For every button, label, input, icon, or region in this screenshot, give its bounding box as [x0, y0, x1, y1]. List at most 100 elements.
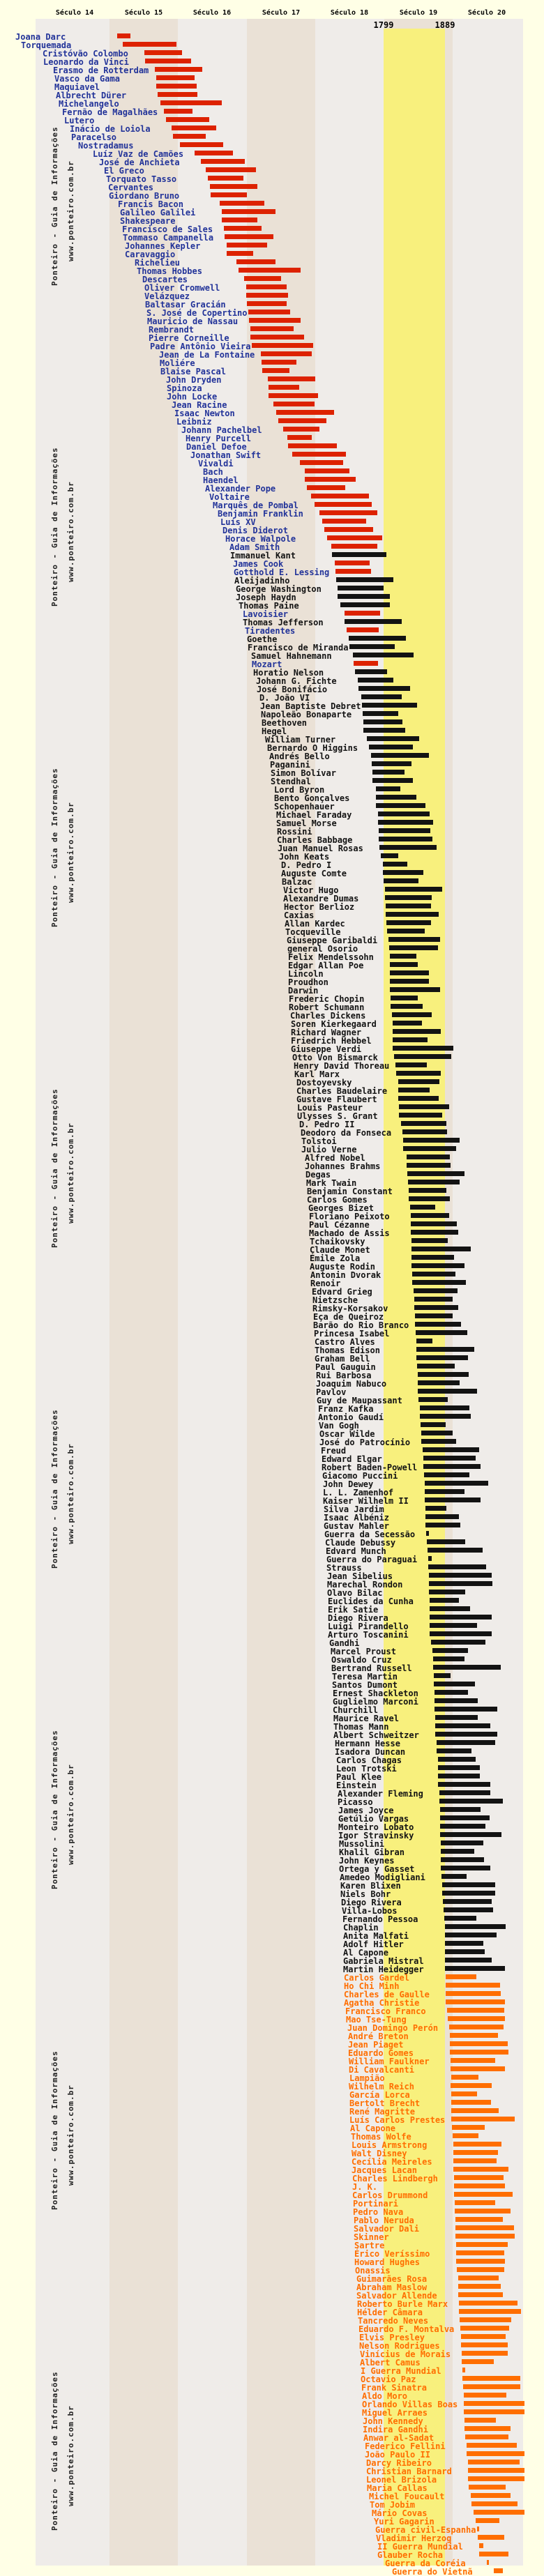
person-label[interactable]: Edgar Allan Poe [288, 961, 364, 970]
person-label[interactable]: Karen Blixen [340, 1881, 401, 1891]
person-label[interactable]: João Paulo II [365, 2450, 430, 2460]
person-label[interactable]: Benjamin Constant [307, 1187, 393, 1196]
person-label[interactable]: Igor Stravinsky [338, 1831, 414, 1840]
person-label[interactable]: Aleijadinho [234, 576, 290, 586]
person-label[interactable]: Adolf Hitler [343, 1939, 404, 1949]
person-label[interactable]: Villa-Lobos [342, 1906, 398, 1916]
person-label[interactable]: René Magritte [349, 2107, 415, 2117]
person-label[interactable]: Auguste Rodin [310, 1262, 375, 1272]
person-label[interactable]: Rui Barbosa [316, 1371, 372, 1380]
person-label[interactable]: Leonardo da Vinci [43, 57, 129, 67]
person-label[interactable]: Tom Jobim [370, 2500, 416, 2510]
person-label[interactable]: Al Capone [343, 1948, 389, 1958]
person-label[interactable]: Isaac Albéniz [324, 1513, 389, 1523]
person-label[interactable]: Octavio Paz [361, 2375, 416, 2384]
person-label[interactable]: general Osorio [287, 944, 358, 954]
person-label[interactable]: Leon Trotski [336, 1764, 397, 1774]
person-label[interactable]: Antonio Gaudí [318, 1412, 384, 1422]
person-label[interactable]: Eça de Queiroz [313, 1312, 384, 1322]
person-label[interactable]: Paganini [270, 760, 310, 770]
person-label[interactable]: Lutero [64, 116, 95, 125]
person-label[interactable]: Giuseppe Garibaldi [287, 936, 378, 945]
person-label[interactable]: Marquês de Pombal [213, 501, 299, 510]
person-label[interactable]: Hermann Hesse [335, 1739, 400, 1748]
person-label[interactable]: Paracelso [71, 132, 117, 142]
person-label[interactable]: Getúlio Vargas [338, 1814, 409, 1824]
person-label[interactable]: Jean Baptiste Debret [260, 701, 361, 711]
person-label[interactable]: Diego Rivera [328, 1613, 388, 1623]
person-label[interactable]: Paul Klee [336, 1772, 382, 1782]
person-label[interactable]: D. João VI [259, 693, 310, 703]
person-label[interactable]: Érico Veríssimo [354, 2249, 430, 2259]
person-label[interactable]: Francisco de Miranda [248, 643, 349, 653]
person-label[interactable]: Einstein [336, 1781, 377, 1790]
person-label[interactable]: André Breton [348, 2032, 409, 2041]
person-label[interactable]: Guy de Maupassant [317, 1396, 402, 1405]
person-label[interactable]: James Cook [233, 559, 284, 569]
person-label[interactable]: Proudhon [288, 977, 328, 987]
person-label[interactable]: Indira Gandhi [363, 2425, 428, 2434]
person-label[interactable]: Georges Bizet [308, 1203, 374, 1213]
person-label[interactable]: Vivaldi [198, 459, 234, 468]
person-label[interactable]: Louis Armstrong [352, 2140, 428, 2150]
person-label[interactable]: Michael Faraday [276, 810, 352, 820]
person-label[interactable]: Charles Babbage [277, 835, 353, 845]
person-label[interactable]: Portinari [353, 2199, 399, 2209]
person-label[interactable]: Giuseppe Verdi [291, 1044, 362, 1054]
person-label[interactable]: L. L. Zamenhof [323, 1488, 394, 1497]
person-label[interactable]: Velázquez [144, 291, 190, 301]
person-label[interactable]: Monteiro Lobato [338, 1822, 414, 1832]
person-label[interactable]: Lincoln [288, 969, 324, 979]
person-label[interactable]: George Washington [236, 584, 322, 594]
person-label[interactable]: Rimsky-Korsakov [312, 1304, 388, 1313]
person-label[interactable]: Kaiser Wilhelm II [323, 1496, 409, 1506]
person-label[interactable]: Bento Gonçalves [274, 793, 350, 803]
person-label[interactable]: Luís Carlos Prestes [349, 2115, 446, 2125]
person-label[interactable]: Silva Jardim [324, 1504, 384, 1514]
person-label[interactable]: Mussolini [339, 1839, 385, 1849]
person-label[interactable]: Cervantes [108, 183, 154, 192]
person-label[interactable]: Immanuel Kant [230, 551, 296, 561]
person-label[interactable]: Balzac [282, 877, 312, 887]
person-label[interactable]: Federico Fellini [365, 2441, 446, 2451]
person-label[interactable]: Cecília Meireles [352, 2157, 432, 2167]
person-label[interactable]: Darwin [288, 986, 319, 996]
person-label[interactable]: Paul Gauguin [315, 1362, 376, 1372]
person-label[interactable]: Felix Mendelssohn [288, 952, 374, 962]
person-label[interactable]: Picasso [338, 1797, 373, 1807]
person-label[interactable]: Fernão de Magalhães [62, 107, 158, 117]
person-label[interactable]: Thomas Mann [333, 1722, 389, 1732]
person-label[interactable]: Napoleão Bonaparte [261, 710, 352, 719]
person-label[interactable]: Niels Bohr [340, 1889, 391, 1899]
person-label[interactable]: Isaac Newton [174, 409, 235, 418]
person-label[interactable]: Mao Tse-Tung [346, 2015, 407, 2025]
person-label[interactable]: Salvador Allende [356, 2291, 437, 2301]
person-label[interactable]: Robert Baden-Powell [322, 1463, 418, 1472]
person-label[interactable]: Charles Baudelaire [296, 1086, 388, 1096]
person-label[interactable]: Luíz Vaz de Camões [93, 149, 184, 159]
person-label[interactable]: Henry Purcell [186, 434, 251, 443]
person-label[interactable]: Eduardo Gomes [348, 2048, 414, 2058]
person-label[interactable]: J. K. [352, 2182, 378, 2192]
person-label[interactable]: Tolstoi [301, 1136, 337, 1146]
person-label[interactable]: Strauss [326, 1563, 362, 1573]
person-label[interactable]: Pavlov [316, 1387, 347, 1397]
person-label[interactable]: Richard Wagner [291, 1028, 362, 1037]
person-label[interactable]: Hélder Câmara [357, 2308, 423, 2317]
person-label[interactable]: John Keats [279, 852, 330, 862]
person-label[interactable]: Freud [321, 1446, 347, 1456]
person-label[interactable]: Aldo Moro [362, 2391, 408, 2401]
person-label[interactable]: Edward Elgar [322, 1454, 382, 1464]
person-label[interactable]: Jonathan Swift [190, 450, 262, 460]
person-label[interactable]: D. Pedro II [299, 1120, 355, 1129]
person-label[interactable]: Churchill [333, 1705, 379, 1715]
person-label[interactable]: Tocqueville [285, 927, 341, 937]
person-label[interactable]: Erasmo de Rotterdam [53, 66, 149, 75]
person-label[interactable]: Olavo Bilac [327, 1588, 383, 1598]
person-label[interactable]: Voltaire [209, 492, 250, 502]
person-label[interactable]: Johannes Brahms [305, 1161, 381, 1171]
person-label[interactable]: Gustave Flaubert [296, 1095, 377, 1104]
person-label[interactable]: Blaise Pascal [160, 367, 226, 376]
person-label[interactable]: Maria Callas [367, 2483, 428, 2493]
person-label[interactable]: Carlos Gomes [307, 1195, 368, 1205]
